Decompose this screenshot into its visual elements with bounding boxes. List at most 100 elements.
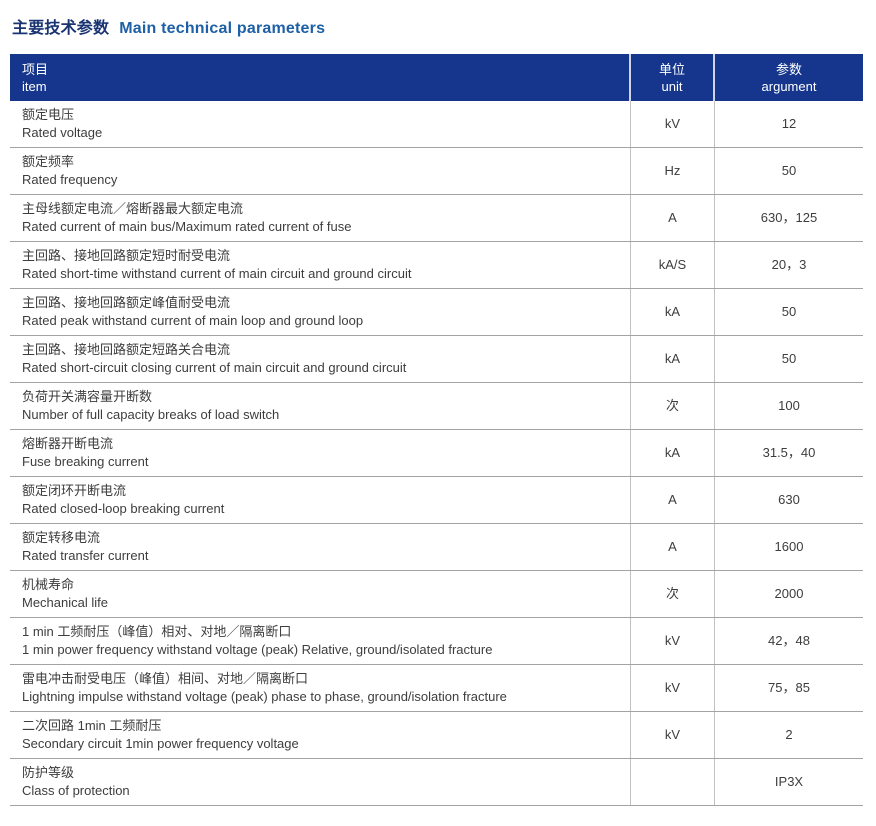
item-cell: 主回路、接地回路额定短时耐受电流 Rated short-time withst… <box>10 242 631 288</box>
argument-value: 1600 <box>774 539 804 554</box>
header-cell-unit: 单位 unit <box>631 54 715 101</box>
argument-value: 31.5，40 <box>762 445 816 460</box>
unit-cell: kV <box>631 665 715 711</box>
item-label-chinese: 额定转移电流 <box>22 530 101 545</box>
argument-cell: 50 <box>715 336 863 382</box>
item-cell: 额定电压 Rated voltage <box>10 101 631 147</box>
argument-cell: 31.5，40 <box>715 430 863 476</box>
item-label-chinese: 1 min 工频耐压（峰值）相对、对地／隔离断口 <box>22 624 292 639</box>
item-label-english: Rated closed-loop breaking current <box>22 501 225 516</box>
argument-cell: 50 <box>715 148 863 194</box>
unit-value: kA <box>664 445 681 460</box>
item-label-english: Secondary circuit 1min power frequency v… <box>22 736 299 751</box>
table-row: 主回路、接地回路额定峰值耐受电流 Rated peak withstand cu… <box>10 289 863 336</box>
table-row: 额定闭环开断电流 Rated closed-loop breaking curr… <box>10 477 863 524</box>
unit-value: kA <box>664 304 681 319</box>
unit-value: A <box>668 210 677 225</box>
argument-value: 42，48 <box>768 633 810 648</box>
item-cell: 二次回路 1min 工频耐压 Secondary circuit 1min po… <box>10 712 631 758</box>
item-label-chinese: 主回路、接地回路额定短时耐受电流 <box>22 248 231 263</box>
argument-cell: 50 <box>715 289 863 335</box>
argument-cell: 2 <box>715 712 863 758</box>
header-argument-english: argument <box>761 78 817 94</box>
unit-cell: A <box>631 477 715 523</box>
argument-cell: 12 <box>715 101 863 147</box>
argument-value: 630，125 <box>760 210 818 225</box>
item-label-chinese: 主回路、接地回路额定峰值耐受电流 <box>22 295 231 310</box>
argument-cell: 75，85 <box>715 665 863 711</box>
item-cell: 额定转移电流 Rated transfer current <box>10 524 631 570</box>
item-label-chinese: 额定闭环开断电流 <box>22 483 127 498</box>
unit-value: kV <box>664 727 681 742</box>
table-row: 熔断器开断电流 Fuse breaking current kA 31.5，40 <box>10 430 863 477</box>
table-row: 额定电压 Rated voltage kV 12 <box>10 101 863 148</box>
unit-value: kA/S <box>658 257 687 272</box>
item-cell: 负荷开关满容量开断数 Number of full capacity break… <box>10 383 631 429</box>
unit-cell: A <box>631 524 715 570</box>
argument-value: 630 <box>778 492 800 507</box>
item-label-english: Fuse breaking current <box>22 454 149 469</box>
item-label-english: Class of protection <box>22 783 130 798</box>
item-label-english: Lightning impulse withstand voltage (pea… <box>22 689 507 704</box>
table-row: 防护等级 Class of protection IP3X <box>10 759 863 806</box>
item-cell: 机械寿命 Mechanical life <box>10 571 631 617</box>
unit-cell: kV <box>631 618 715 664</box>
unit-cell: Hz <box>631 148 715 194</box>
item-label-chinese: 二次回路 1min 工频耐压 <box>22 718 162 733</box>
unit-value: 次 <box>665 398 679 413</box>
header-unit-chinese: 单位 <box>658 61 685 77</box>
item-label-english: Rated frequency <box>22 172 118 187</box>
item-label-chinese: 负荷开关满容量开断数 <box>22 389 153 404</box>
argument-value: IP3X <box>774 774 804 789</box>
argument-value: 50 <box>781 163 797 178</box>
table-header-row: 项目 item 单位 unit 参数 argument <box>10 54 863 101</box>
argument-value: 12 <box>781 116 797 131</box>
item-cell: 雷电冲击耐受电压（峰值）相间、对地／隔离断口 Lightning impulse… <box>10 665 631 711</box>
table-row: 主回路、接地回路额定短路关合电流 Rated short-circuit clo… <box>10 336 863 383</box>
table-row: 雷电冲击耐受电压（峰值）相间、对地／隔离断口 Lightning impulse… <box>10 665 863 712</box>
table-row: 二次回路 1min 工频耐压 Secondary circuit 1min po… <box>10 712 863 759</box>
unit-cell: kA <box>631 430 715 476</box>
item-label-english: Number of full capacity breaks of load s… <box>22 407 280 422</box>
header-cell-argument: 参数 argument <box>715 54 863 101</box>
argument-cell: 2000 <box>715 571 863 617</box>
argument-cell: 100 <box>715 383 863 429</box>
page-title: 主要技术参数 Main technical parameters <box>12 14 866 38</box>
table-row: 额定转移电流 Rated transfer current A 1600 <box>10 524 863 571</box>
argument-cell: 42，48 <box>715 618 863 664</box>
unit-cell: kA <box>631 336 715 382</box>
unit-value: kV <box>664 633 681 648</box>
item-label-chinese: 额定频率 <box>22 154 75 169</box>
argument-value: 50 <box>781 304 797 319</box>
argument-cell: 20，3 <box>715 242 863 288</box>
table-row: 主回路、接地回路额定短时耐受电流 Rated short-time withst… <box>10 242 863 289</box>
unit-value: kA <box>664 351 681 366</box>
header-item-english: item <box>22 78 47 94</box>
item-label-english: Mechanical life <box>22 595 108 610</box>
item-label-english: Rated current of main bus/Maximum rated … <box>22 219 352 234</box>
item-cell: 额定闭环开断电流 Rated closed-loop breaking curr… <box>10 477 631 523</box>
item-label-english: Rated peak withstand current of main loo… <box>22 313 364 328</box>
argument-value: 50 <box>781 351 797 366</box>
unit-cell: kA <box>631 289 715 335</box>
item-label-chinese: 主母线额定电流／熔断器最大额定电流 <box>22 201 244 216</box>
unit-cell: kV <box>631 101 715 147</box>
unit-value: kV <box>664 680 681 695</box>
table-row: 主母线额定电流／熔断器最大额定电流 Rated current of main … <box>10 195 863 242</box>
argument-value: 100 <box>778 398 800 413</box>
item-label-chinese: 机械寿命 <box>22 577 75 592</box>
argument-cell: 1600 <box>715 524 863 570</box>
item-cell: 熔断器开断电流 Fuse breaking current <box>10 430 631 476</box>
unit-value: kV <box>664 116 681 131</box>
item-cell: 主母线额定电流／熔断器最大额定电流 Rated current of main … <box>10 195 631 241</box>
item-cell: 额定频率 Rated frequency <box>10 148 631 194</box>
header-unit-english: unit <box>661 78 683 94</box>
item-label-chinese: 额定电压 <box>22 107 75 122</box>
header-cell-item: 项目 item <box>10 54 631 101</box>
header-item-chinese: 项目 <box>22 61 49 77</box>
table-row: 负荷开关满容量开断数 Number of full capacity break… <box>10 383 863 430</box>
table-body: 额定电压 Rated voltage kV 12 额定频率 Rated freq… <box>10 101 863 806</box>
item-cell: 主回路、接地回路额定峰值耐受电流 Rated peak withstand cu… <box>10 289 631 335</box>
item-cell: 防护等级 Class of protection <box>10 759 631 805</box>
